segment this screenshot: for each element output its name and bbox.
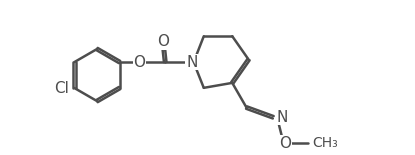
Text: N: N — [276, 110, 288, 125]
Text: Cl: Cl — [54, 81, 68, 95]
Text: O: O — [133, 55, 145, 70]
Text: O: O — [157, 34, 169, 49]
Text: O: O — [279, 136, 291, 151]
Text: CH₃: CH₃ — [312, 136, 337, 150]
Text: N: N — [186, 55, 198, 70]
